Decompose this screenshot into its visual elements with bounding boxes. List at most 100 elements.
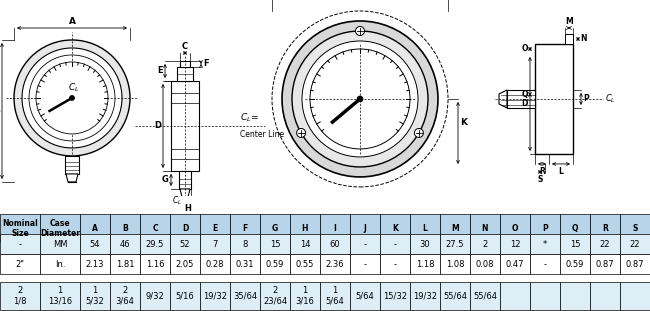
Bar bbox=[380, 254, 410, 274]
Bar bbox=[470, 234, 500, 254]
Text: L: L bbox=[422, 224, 428, 233]
Text: -: - bbox=[393, 260, 396, 269]
Bar bbox=[40, 215, 80, 242]
Text: 2.05: 2.05 bbox=[176, 260, 194, 269]
Text: 12: 12 bbox=[510, 240, 520, 249]
Bar bbox=[590, 215, 620, 242]
Text: MM: MM bbox=[53, 240, 67, 249]
Text: $C_L$: $C_L$ bbox=[172, 195, 182, 207]
Bar bbox=[470, 254, 500, 274]
Text: -: - bbox=[18, 240, 21, 249]
Text: 2
23/64: 2 23/64 bbox=[263, 286, 287, 306]
Bar bbox=[177, 67, 193, 81]
Text: 0.87: 0.87 bbox=[595, 260, 614, 269]
Bar bbox=[80, 215, 110, 242]
Bar bbox=[350, 282, 380, 310]
Text: 27.5: 27.5 bbox=[446, 240, 464, 249]
Bar bbox=[590, 234, 620, 254]
Bar bbox=[500, 215, 530, 242]
Bar bbox=[410, 215, 440, 242]
Text: 35/64: 35/64 bbox=[233, 292, 257, 300]
Bar bbox=[140, 254, 170, 274]
Text: 55/64: 55/64 bbox=[473, 292, 497, 300]
Bar bbox=[620, 234, 650, 254]
Text: $C_L$=: $C_L$= bbox=[240, 111, 259, 124]
Circle shape bbox=[292, 31, 428, 167]
Bar bbox=[290, 215, 320, 242]
Bar bbox=[200, 282, 230, 310]
Text: Case
Diameter: Case Diameter bbox=[40, 219, 80, 238]
Bar bbox=[500, 282, 530, 310]
Text: 1
3/16: 1 3/16 bbox=[296, 286, 315, 306]
Text: In.: In. bbox=[55, 260, 65, 269]
Bar bbox=[170, 282, 200, 310]
Text: 52: 52 bbox=[180, 240, 190, 249]
Text: C: C bbox=[182, 42, 188, 51]
Bar bbox=[260, 234, 290, 254]
Text: 7: 7 bbox=[213, 240, 218, 249]
Bar bbox=[170, 234, 200, 254]
Bar bbox=[110, 234, 140, 254]
Text: 0.55: 0.55 bbox=[296, 260, 314, 269]
Bar bbox=[410, 234, 440, 254]
Bar bbox=[530, 254, 560, 274]
Text: 1.16: 1.16 bbox=[146, 260, 164, 269]
Text: 2
3/64: 2 3/64 bbox=[116, 286, 135, 306]
Bar bbox=[260, 215, 290, 242]
Bar bbox=[260, 254, 290, 274]
Bar bbox=[110, 254, 140, 274]
Bar bbox=[560, 254, 590, 274]
Bar bbox=[590, 282, 620, 310]
Circle shape bbox=[356, 26, 365, 35]
Text: 1.18: 1.18 bbox=[416, 260, 434, 269]
Bar bbox=[290, 254, 320, 274]
Bar bbox=[560, 282, 590, 310]
Bar bbox=[440, 234, 470, 254]
Text: 54: 54 bbox=[90, 240, 100, 249]
Bar bbox=[180, 61, 190, 67]
Bar bbox=[290, 234, 320, 254]
Text: M: M bbox=[565, 17, 573, 26]
Text: 46: 46 bbox=[120, 240, 130, 249]
Bar bbox=[530, 282, 560, 310]
Bar bbox=[65, 156, 79, 174]
Text: -: - bbox=[543, 260, 547, 269]
Bar bbox=[320, 234, 350, 254]
Bar bbox=[560, 215, 590, 242]
Bar bbox=[350, 254, 380, 274]
Text: Q: Q bbox=[521, 90, 528, 99]
Text: O: O bbox=[521, 44, 528, 53]
Text: 2": 2" bbox=[16, 260, 25, 269]
Bar bbox=[0, 215, 40, 242]
Text: D: D bbox=[521, 100, 528, 109]
Text: 0.28: 0.28 bbox=[206, 260, 224, 269]
Bar bbox=[565, 34, 573, 44]
Bar bbox=[80, 282, 110, 310]
Bar bbox=[230, 215, 260, 242]
Text: 19/32: 19/32 bbox=[413, 292, 437, 300]
Text: 0.59: 0.59 bbox=[566, 260, 584, 269]
Text: E: E bbox=[157, 67, 163, 76]
Text: $C_L$: $C_L$ bbox=[605, 93, 616, 105]
Text: 0.08: 0.08 bbox=[476, 260, 494, 269]
Text: $C_L$: $C_L$ bbox=[68, 82, 80, 94]
Text: H: H bbox=[185, 204, 192, 213]
Bar bbox=[620, 254, 650, 274]
Bar bbox=[470, 215, 500, 242]
Bar bbox=[500, 254, 530, 274]
Text: 2: 2 bbox=[482, 240, 488, 249]
Polygon shape bbox=[180, 189, 190, 197]
Text: R: R bbox=[602, 224, 608, 233]
Text: D: D bbox=[154, 122, 161, 130]
Text: L: L bbox=[558, 167, 564, 176]
Text: F: F bbox=[242, 224, 248, 233]
Bar bbox=[620, 282, 650, 310]
Bar bbox=[350, 215, 380, 242]
Text: -: - bbox=[393, 240, 396, 249]
Bar bbox=[179, 171, 191, 189]
Text: S: S bbox=[538, 175, 543, 184]
Bar bbox=[140, 215, 170, 242]
Bar bbox=[290, 282, 320, 310]
Text: E: E bbox=[213, 224, 218, 233]
Text: 1
5/64: 1 5/64 bbox=[326, 286, 344, 306]
